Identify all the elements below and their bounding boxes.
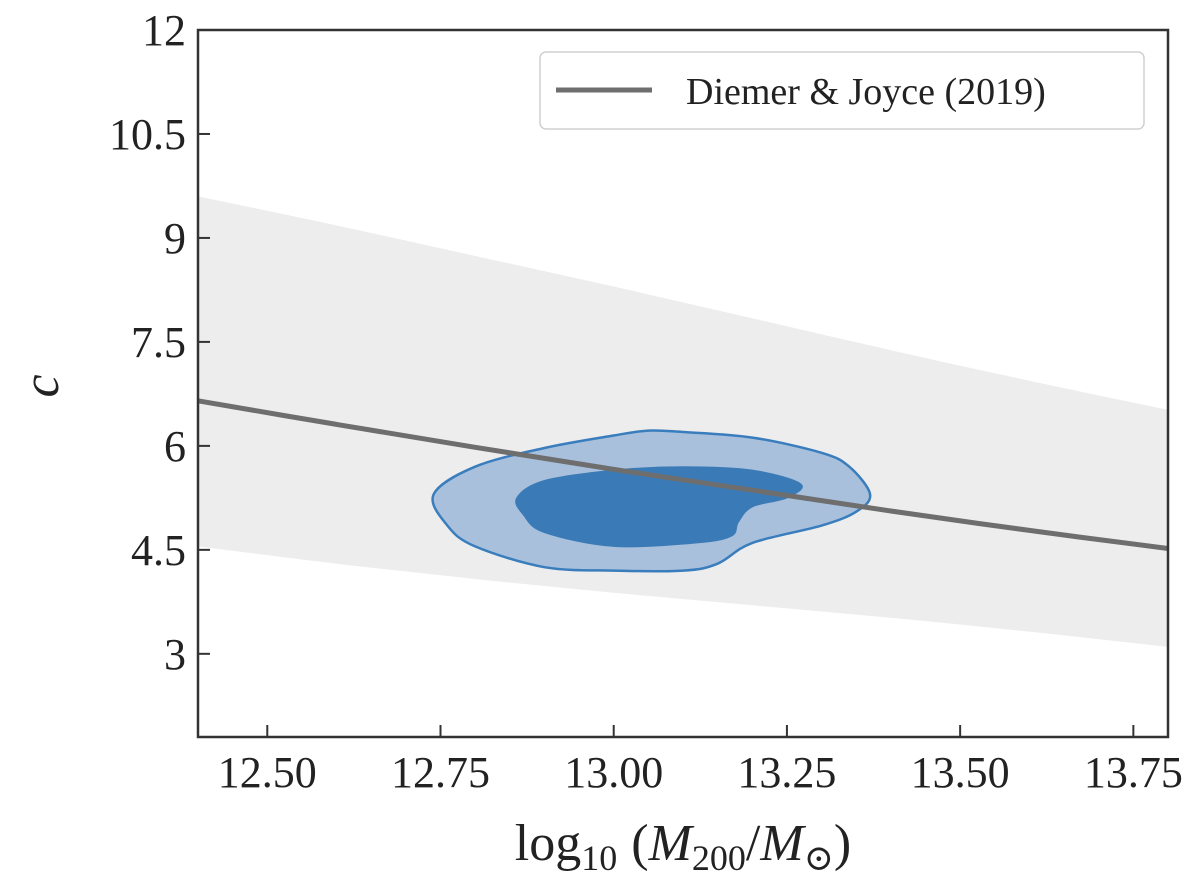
y-tick-label: 9 [164,214,186,263]
scatter-band [198,196,1168,647]
legend: Diemer & Joyce (2019) [539,51,1145,130]
x-tick-label: 13.75 [1084,748,1183,797]
x-tick-label: 12.50 [218,748,317,797]
y-tick-label: 7.5 [131,318,186,367]
x-tick-label: 13.50 [911,748,1010,797]
x-tick-label: 13.25 [737,748,836,797]
plot-frame [196,28,1170,739]
x-axis-title: log10 (M200/M⊙) [515,815,851,878]
series-line-0 [197,398,1169,551]
y-tick-label: 10.5 [109,110,186,159]
legend-label: Diemer & Joyce (2019) [686,71,1046,113]
y-axis-title: c [13,374,70,397]
y-tick-label: 3 [164,630,186,679]
x-tick-label: 12.75 [391,748,490,797]
y-tick-label: 4.5 [131,526,186,575]
y-tick-label: 12 [142,6,186,55]
legend-frame [539,51,1145,130]
y-tick-label: 6 [164,422,186,471]
x-tick-label: 13.00 [564,748,663,797]
